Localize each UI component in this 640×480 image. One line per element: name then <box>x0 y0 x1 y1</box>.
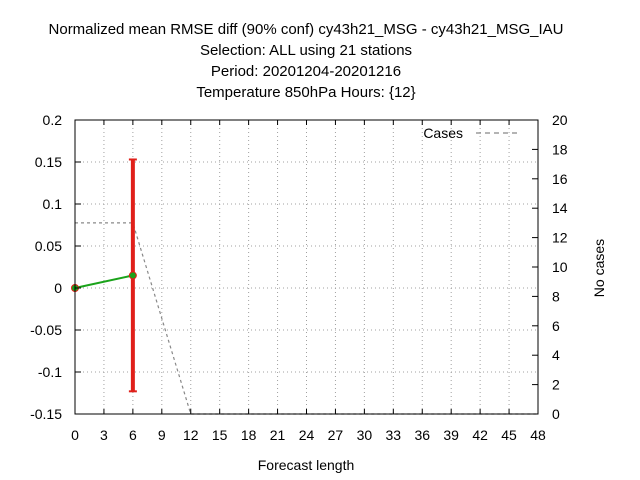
y-tick-label: 0 <box>54 280 62 296</box>
series-layer <box>71 158 538 415</box>
x-tick-label: 45 <box>501 427 517 443</box>
x-tick-label: 24 <box>299 427 315 443</box>
y2-tick-label: 20 <box>552 112 568 128</box>
x-tick-label: 0 <box>71 427 79 443</box>
cases-line <box>75 222 538 415</box>
x-tick-label: 27 <box>328 427 344 443</box>
chart-title-line-1: Normalized mean RMSE diff (90% conf) cy4… <box>49 21 564 38</box>
y2-tick-label: 14 <box>552 200 568 216</box>
y-tick-label: 0.15 <box>35 154 62 170</box>
grid-lines <box>75 120 538 414</box>
y-tick-label: -0.05 <box>30 322 62 338</box>
y-tick-label: -0.15 <box>30 406 62 422</box>
y-tick-label: 0.1 <box>43 196 63 212</box>
x-tick-label: 39 <box>443 427 459 443</box>
chart-title-line-3: Period: 20201204-20201216 <box>211 63 401 80</box>
x-tick-label: 15 <box>212 427 228 443</box>
y2-tick-label: 12 <box>552 230 568 246</box>
y-tick-label: 0.05 <box>35 238 62 254</box>
y2-tick-label: 18 <box>552 141 568 157</box>
x-tick-label: 36 <box>414 427 430 443</box>
y2-tick-label: 16 <box>552 171 568 187</box>
x-tick-label: 3 <box>100 427 108 443</box>
x-tick-label: 9 <box>158 427 166 443</box>
y2-tick-label: 6 <box>552 318 560 334</box>
y-tick-label: -0.1 <box>38 364 62 380</box>
x-tick-label: 30 <box>357 427 373 443</box>
y2-tick-label: 2 <box>552 377 560 393</box>
x-axis-label: Forecast length <box>258 457 355 473</box>
y2-axis-label: No cases <box>591 239 607 297</box>
y2-tick-label: 8 <box>552 288 560 304</box>
axis-ticks: 0 3 6 9 12 15 18 21 24 27 30 33 36 39 42 45 48-0.15-0.1-… <box>30 112 568 443</box>
y2-tick-label: 4 <box>552 347 560 363</box>
legend-label-cases: Cases <box>423 125 463 141</box>
x-tick-label: 12 <box>183 427 199 443</box>
rmse-diff-line <box>74 274 134 289</box>
rmse-diff-point <box>128 271 137 280</box>
x-tick-label: 33 <box>386 427 402 443</box>
x-tick-label: 21 <box>270 427 286 443</box>
x-tick-label: 42 <box>472 427 488 443</box>
chart-title-line-2: Selection: ALL using 21 stations <box>200 42 412 59</box>
y2-tick-label: 10 <box>552 259 568 275</box>
x-tick-label: 48 <box>530 427 546 443</box>
x-tick-label: 6 <box>129 427 137 443</box>
chart-title-line-4: Temperature 850hPa Hours: {12} <box>196 84 415 101</box>
x-tick-label: 18 <box>241 427 257 443</box>
y-tick-label: 0.2 <box>43 112 63 128</box>
y2-tick-label: 0 <box>552 406 560 422</box>
